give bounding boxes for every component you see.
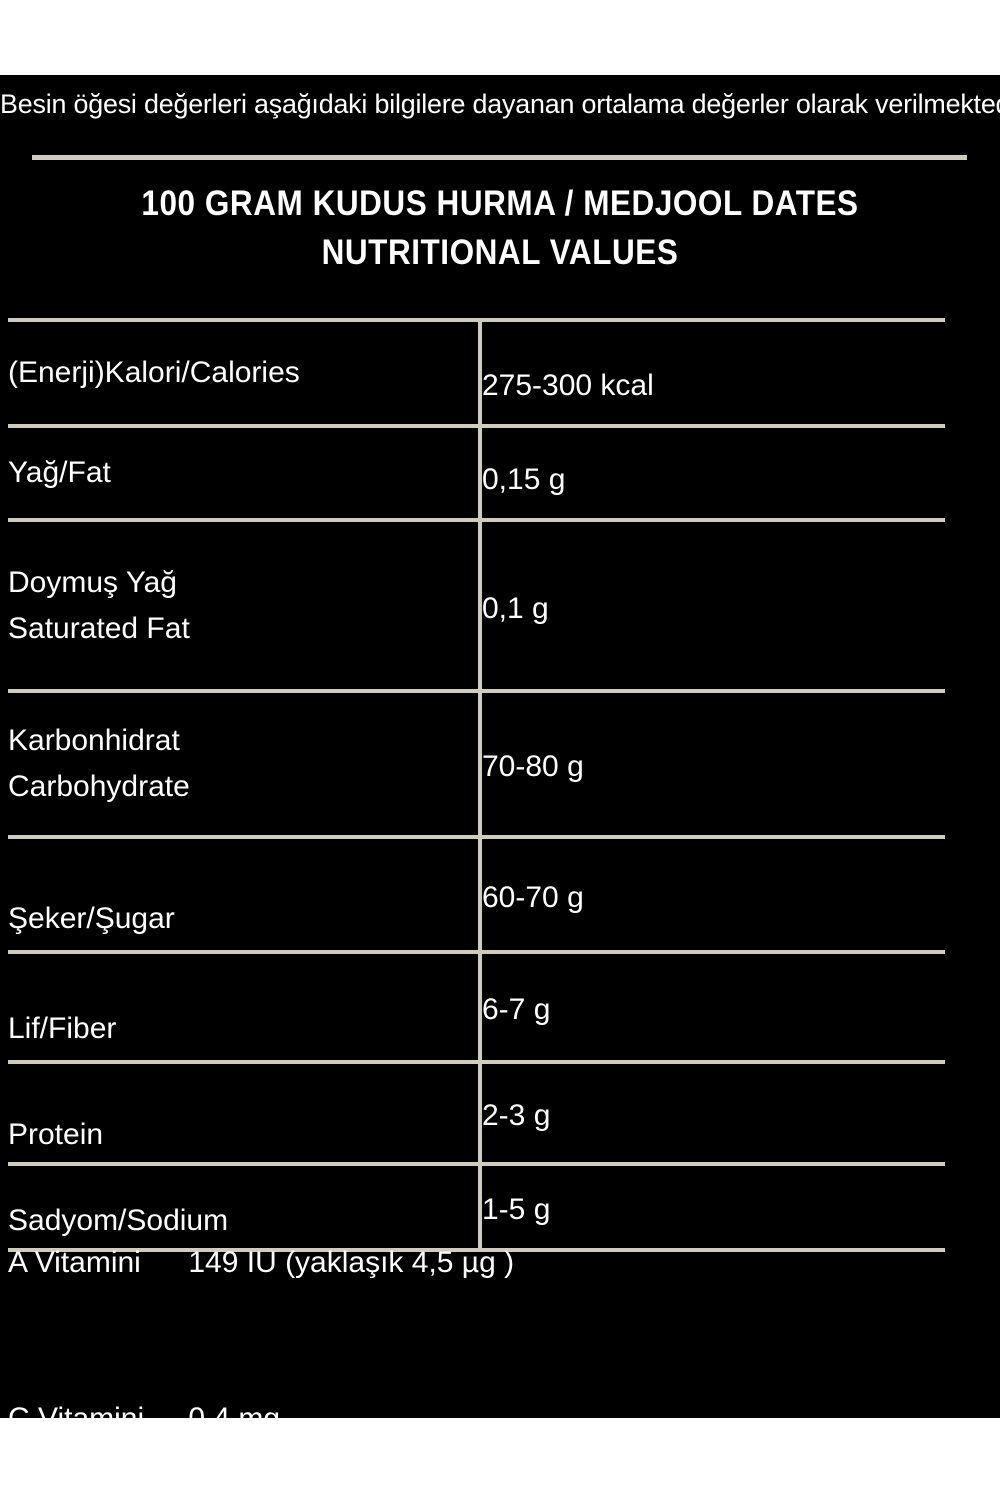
nutrient-name-line1: Protein [8, 1118, 104, 1151]
nutrient-value: 70-80 g [482, 750, 584, 783]
nutrition-label-panel: Besin öğesi değerleri aşağıdaki bilgiler… [0, 75, 1000, 1435]
nutrient-value: 0,1 g [482, 591, 549, 625]
table-row: Protein 2-3 g [8, 1062, 945, 1164]
nutrient-value: 6-7 g [482, 993, 551, 1026]
nutrient-name-cell: Şeker/Şugar [8, 837, 482, 952]
nutrient-name-cell: Lif/Fiber [8, 952, 482, 1062]
table-row: Şeker/Şugar 60-70 g [8, 837, 945, 952]
nutrient-name-line2: Saturated Fat [8, 611, 190, 645]
nutrient-name-line1: (Enerji)Kalori/Calories [8, 356, 300, 389]
title-block: 100 GRAM KUDUS HURMA / MEDJOOL DATES NUT… [0, 179, 1000, 277]
intro-text: Besin öğesi değerleri aşağıdaki bilgiler… [0, 89, 1000, 119]
nutrient-name-cell: (Enerji)Kalori/Calories [8, 320, 482, 426]
table-row: Karbonhidrat Carbohydrate 70-80 g [8, 691, 945, 837]
nutrient-name-cell: Karbonhidrat Carbohydrate [8, 691, 482, 837]
nutrient-name-cell: Protein [8, 1062, 482, 1164]
nutrient-value: 275-300 kcal [482, 369, 654, 402]
nutrient-value-cell: 70-80 g [480, 691, 945, 837]
list-item: C Vitamini 0,4 mg [8, 1397, 948, 1441]
nutrient-name-line1: Doymuş Yağ [8, 565, 177, 599]
table-row: Doymuş Yağ Saturated Fat 0,1 g [8, 520, 945, 691]
nutrient-name-cell: Doymuş Yağ Saturated Fat [8, 520, 482, 691]
nutrient-value-cell: 1-5 g [480, 1164, 945, 1250]
title-line-subtitle: NUTRITIONAL VALUES [321, 233, 679, 272]
table-row: Yağ/Fat 0,15 g [8, 426, 945, 520]
nutrient-value: 60-70 g [482, 880, 584, 914]
title-line-product: 100 GRAM KUDUS HURMA / MEDJOOL DATES [141, 184, 859, 223]
table-row: Lif/Fiber 6-7 g [8, 952, 945, 1062]
nutrition-table: (Enerji)Kalori/Calories 275-300 kcal Yağ… [8, 318, 945, 1252]
nutrient-name-line1: Sadyom/Sodium [8, 1204, 229, 1237]
nutrient-value-cell: 275-300 kcal [480, 320, 945, 426]
nutrient-value: 2-3 g [482, 1099, 551, 1132]
nutrient-name-line1: Yağ/Fat [8, 456, 111, 489]
vitamin-list: A Vitamini 149 IU (yaklaşık 4,5 µg ) C V… [8, 1231, 948, 1441]
nutrient-name-line1: Lif/Fiber [8, 1012, 117, 1045]
nutrient-value-cell: 6-7 g [480, 952, 945, 1062]
nutrient-value-cell: 60-70 g [480, 837, 945, 952]
nutrient-name-line1: Karbonhidrat [8, 724, 180, 757]
header-divider [32, 155, 967, 160]
table-row: (Enerji)Kalori/Calories 275-300 kcal [8, 320, 945, 426]
vitamin-value: 0,4 mg [188, 1402, 281, 1435]
list-item: A Vitamini 149 IU (yaklaşık 4,5 µg ) [8, 1241, 948, 1285]
nutrient-value-cell: 0,15 g [480, 426, 945, 520]
nutrient-name-line2: Carbohydrate [8, 770, 190, 803]
vitamin-name: C Vitamini [8, 1402, 145, 1435]
nutrient-value: 1-5 g [482, 1193, 551, 1226]
table-row: Sadyom/Sodium 1-5 g [8, 1164, 945, 1250]
nutrient-name-cell: Yağ/Fat [8, 426, 482, 520]
nutrient-name-cell: Sadyom/Sodium [8, 1164, 482, 1250]
vitamin-name: A Vitamini [8, 1246, 141, 1279]
nutrient-value-cell: 2-3 g [480, 1062, 945, 1164]
nutrient-value: 0,15 g [482, 463, 566, 496]
nutrient-value-cell: 0,1 g [480, 520, 945, 691]
vitamin-value: 149 IU (yaklaşık 4,5 µg ) [188, 1246, 515, 1279]
nutrient-name-line1: Şeker/Şugar [8, 902, 175, 935]
